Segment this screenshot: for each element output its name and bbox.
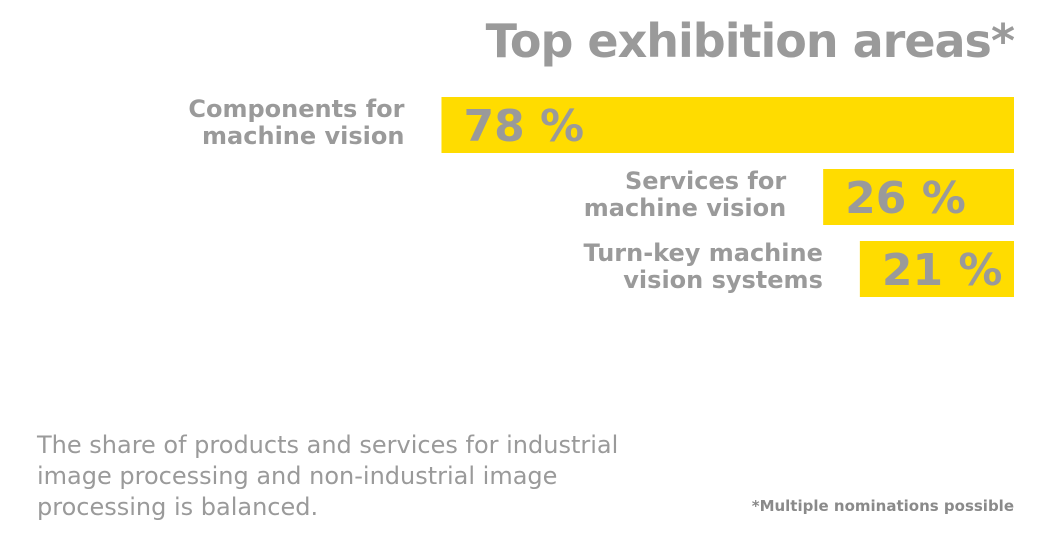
category-label-line: vision systems xyxy=(623,266,823,294)
bar-value-label-0: 78 % xyxy=(463,101,584,152)
chart-caption: The share of products and services for i… xyxy=(37,431,619,521)
bar-2 xyxy=(859,241,1014,297)
category-label-line: machine vision xyxy=(584,194,786,222)
category-label-1: Services for machine vision xyxy=(584,167,787,222)
category-label-line: machine vision xyxy=(202,122,404,150)
category-label-line: Components for xyxy=(188,95,404,123)
footnote: *Multiple nominations possible xyxy=(751,497,1014,515)
bar-0 xyxy=(441,97,1015,153)
bar-value-label-1: 26 % xyxy=(845,173,966,224)
category-label-2: Turn-key machine vision systems xyxy=(583,239,822,294)
chart-title: Top exhibition areas* xyxy=(485,14,1015,68)
category-label-0: Components for machine vision xyxy=(188,95,404,150)
category-label-line: Turn-key machine xyxy=(583,239,822,267)
bar-1 xyxy=(823,169,1014,225)
bar-value-label-2: 21 % xyxy=(882,245,1003,296)
category-label-line: Services for xyxy=(625,167,786,195)
